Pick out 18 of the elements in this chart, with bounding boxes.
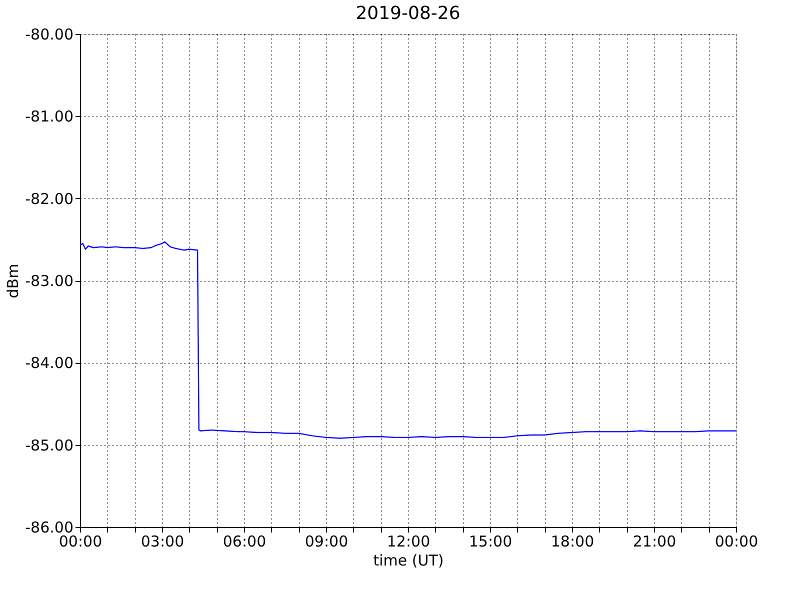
y-tick-label: -82.00 [25, 190, 74, 208]
x-tick-label: 15:00 [468, 532, 512, 550]
x-tick-label: 00:00 [714, 532, 758, 550]
y-tick-label: -80.00 [25, 26, 74, 44]
y-tick-label: -81.00 [25, 108, 74, 126]
x-tick-label: 18:00 [550, 532, 594, 550]
x-tick-label: 12:00 [386, 532, 430, 550]
chart-title: 2019-08-26 [356, 3, 460, 24]
y-tick-label: -83.00 [25, 272, 74, 290]
y-tick-label: -85.00 [25, 436, 74, 454]
x-tick-label: 03:00 [140, 532, 184, 550]
y-tick-label: -84.00 [25, 354, 74, 372]
x-tick-label: 09:00 [304, 532, 348, 550]
x-axis-title: time (UT) [373, 552, 444, 570]
x-tick-label: 06:00 [222, 532, 266, 550]
x-tick-label: 21:00 [632, 532, 676, 550]
line-series [79, 241, 737, 439]
y-axis-title: dBm [4, 264, 22, 298]
